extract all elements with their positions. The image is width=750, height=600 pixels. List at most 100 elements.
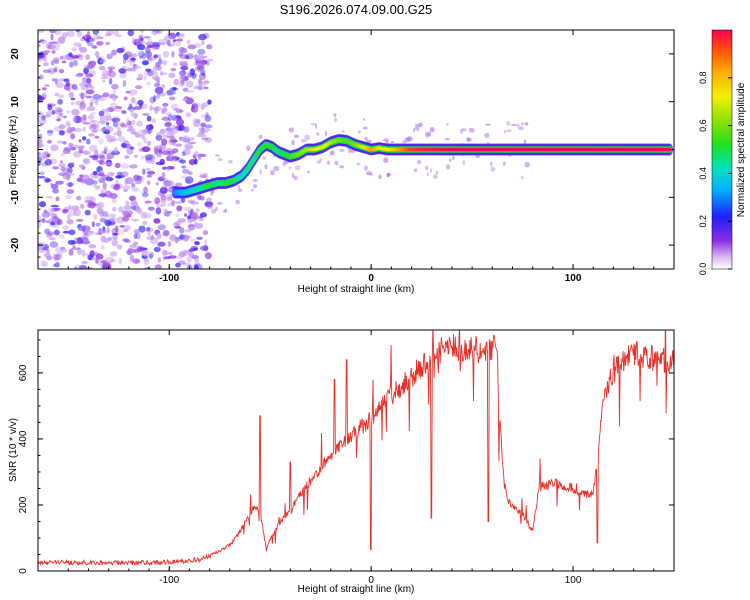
noise-speck bbox=[364, 136, 368, 141]
noise-speck bbox=[82, 122, 91, 125]
noise-speck bbox=[122, 80, 127, 87]
noise-speck bbox=[168, 186, 173, 193]
snr-line bbox=[38, 330, 674, 567]
noise-speck bbox=[182, 97, 188, 102]
noise-speck bbox=[176, 38, 183, 42]
noise-speck bbox=[131, 66, 137, 72]
noise-speck bbox=[162, 102, 169, 107]
noise-speck bbox=[435, 170, 439, 175]
noise-speck bbox=[370, 171, 373, 177]
noise-speck bbox=[115, 119, 121, 127]
noise-speck bbox=[111, 49, 117, 56]
noise-speck bbox=[116, 47, 125, 54]
noise-speck bbox=[149, 56, 153, 62]
noise-speck bbox=[177, 218, 186, 223]
noise-speck bbox=[91, 155, 99, 161]
noise-speck bbox=[121, 110, 127, 114]
noise-speck bbox=[131, 188, 141, 193]
noise-speck bbox=[127, 128, 136, 132]
noise-speck bbox=[99, 217, 107, 223]
noise-speck bbox=[111, 198, 117, 204]
noise-speck bbox=[197, 66, 201, 71]
noise-speck bbox=[48, 218, 58, 223]
noise-speck bbox=[166, 193, 173, 199]
noise-speck bbox=[82, 114, 87, 121]
noise-speck bbox=[153, 218, 161, 224]
noise-speck bbox=[156, 131, 165, 136]
y-tick-label: 20 bbox=[10, 48, 21, 60]
noise-speck bbox=[159, 199, 168, 203]
noise-speck bbox=[160, 186, 168, 194]
noise-speck bbox=[413, 128, 416, 133]
noise-speck bbox=[83, 158, 91, 165]
noise-speck bbox=[418, 122, 423, 128]
noise-speck bbox=[128, 125, 134, 129]
noise-speck bbox=[170, 139, 178, 143]
noise-speck bbox=[65, 194, 72, 199]
noise-speck bbox=[162, 166, 167, 170]
noise-speck bbox=[179, 61, 188, 65]
noise-speck bbox=[73, 209, 81, 217]
noise-speck bbox=[67, 30, 75, 38]
noise-speck bbox=[38, 53, 45, 59]
noise-speck bbox=[134, 133, 142, 138]
noise-speck bbox=[131, 119, 136, 126]
noise-speck bbox=[46, 129, 54, 134]
noise-speck bbox=[82, 126, 86, 132]
noise-speck bbox=[197, 195, 202, 200]
noise-speck bbox=[154, 77, 160, 82]
noise-speck bbox=[127, 248, 137, 253]
noise-speck bbox=[173, 62, 178, 66]
noise-speck bbox=[50, 204, 60, 208]
noise-speck bbox=[91, 221, 95, 228]
noise-speck bbox=[341, 130, 345, 133]
noise-speck bbox=[133, 229, 140, 234]
noise-speck bbox=[75, 74, 83, 78]
noise-speck bbox=[84, 196, 94, 201]
noise-speck bbox=[194, 151, 199, 158]
noise-speck bbox=[259, 168, 262, 175]
x-tick-label: 0 bbox=[368, 575, 374, 586]
noise-speck bbox=[66, 189, 75, 194]
x-tick-label: 0 bbox=[368, 273, 374, 284]
noise-speck bbox=[166, 89, 174, 96]
noise-speck bbox=[86, 138, 91, 145]
noise-speck bbox=[198, 218, 204, 222]
y-tick-label: 0 bbox=[10, 146, 21, 152]
noise-speck bbox=[184, 142, 193, 150]
noise-speck bbox=[111, 117, 121, 123]
noise-speck bbox=[117, 34, 123, 38]
noise-speck bbox=[114, 106, 123, 109]
noise-speck bbox=[95, 222, 101, 227]
colorbar-ticks: 0.0 0.2 0.4 0.6 0.8 bbox=[698, 72, 732, 275]
noise-speck bbox=[182, 169, 190, 174]
noise-speck bbox=[182, 234, 189, 242]
noise-speck bbox=[50, 183, 59, 190]
noise-speck bbox=[172, 41, 176, 46]
noise-speck bbox=[273, 165, 280, 172]
noise-speck bbox=[100, 127, 106, 133]
noise-speck bbox=[87, 31, 91, 35]
noise-speck bbox=[70, 97, 76, 101]
noise-speck bbox=[262, 156, 266, 160]
y-tick-label: -20 bbox=[10, 237, 21, 252]
noise-speck bbox=[76, 177, 83, 182]
noise-speck bbox=[490, 166, 496, 172]
noise-speck bbox=[195, 54, 203, 61]
noise-speck bbox=[55, 196, 60, 202]
noise-speck bbox=[386, 173, 390, 178]
noise-speck bbox=[162, 50, 170, 58]
noise-speck bbox=[108, 149, 116, 153]
noise-speck bbox=[186, 255, 192, 263]
noise-speck bbox=[452, 155, 455, 161]
noise-speck bbox=[107, 66, 116, 70]
noise-speck bbox=[506, 129, 512, 133]
noise-speck bbox=[192, 118, 199, 124]
noise-speck bbox=[132, 53, 138, 58]
noise-speck bbox=[521, 175, 524, 180]
noise-speck bbox=[38, 175, 46, 179]
noise-speck bbox=[46, 211, 55, 216]
noise-speck bbox=[81, 180, 89, 184]
noise-speck bbox=[56, 118, 61, 121]
